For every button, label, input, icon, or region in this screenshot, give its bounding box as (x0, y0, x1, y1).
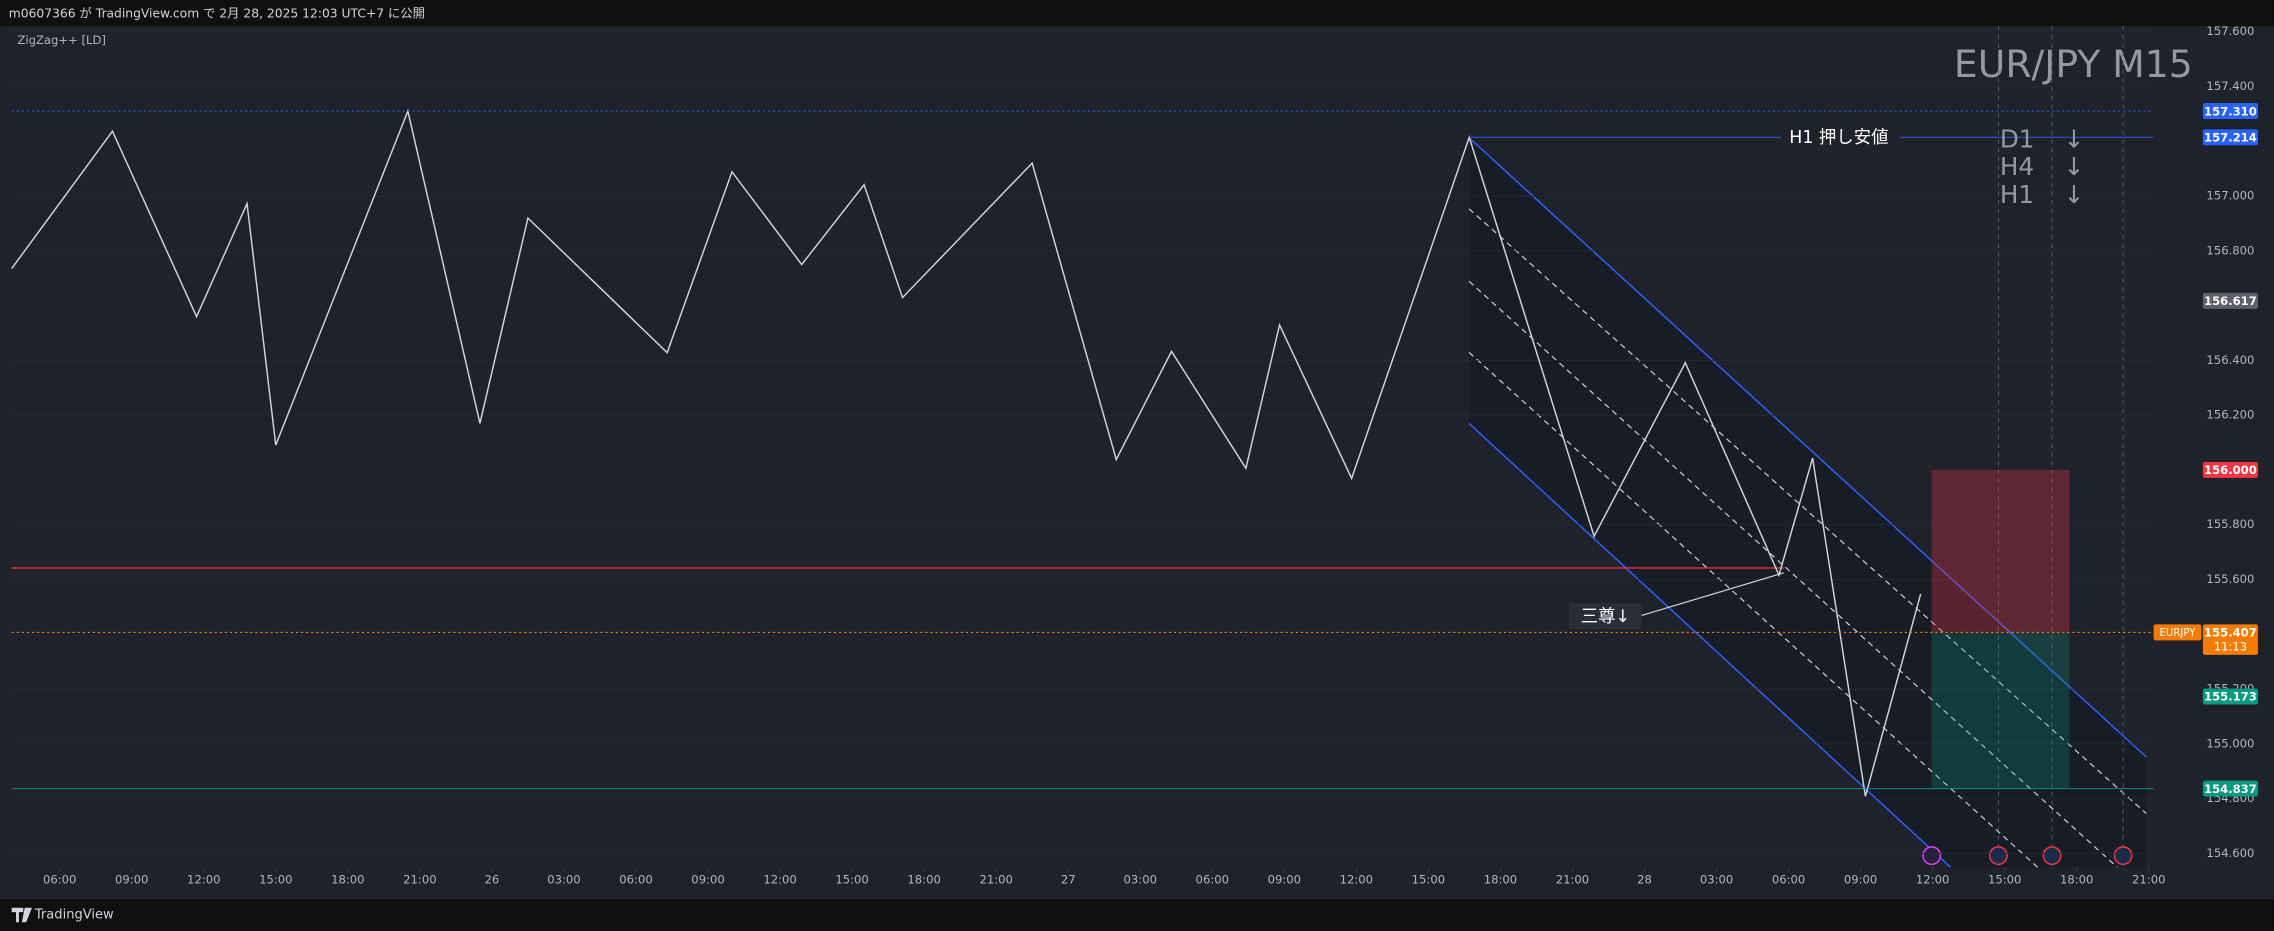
y-tick-label: 155.600 (2206, 572, 2254, 586)
x-tick-label: 18:00 (331, 873, 364, 887)
zigzag-line (11, 108, 1922, 797)
price-badge-label: 155.173 (2204, 690, 2257, 704)
trend-arrow: ↓ (2063, 180, 2084, 209)
symbol-tag (2153, 624, 2202, 641)
x-tick-label: 21:00 (2132, 873, 2165, 887)
x-tick-label: 03:00 (1124, 873, 1157, 887)
price-badge (2202, 103, 2258, 120)
x-tick-label: 12:00 (1340, 873, 1373, 887)
price-badge (2202, 624, 2258, 655)
x-tick-label: 27 (1061, 873, 1076, 887)
label-bg (1780, 126, 1900, 150)
brand: TradingView (34, 908, 114, 923)
y-tick-label: 156.200 (2206, 408, 2254, 422)
x-tick-label: 21:00 (403, 873, 436, 887)
pattern-pointer (1638, 572, 1784, 617)
x-tick-label: 06:00 (1772, 873, 1805, 887)
countdown: 11:13 (2214, 639, 2247, 653)
timeframe: D1 (2000, 125, 2035, 154)
price-badge-label: 156.617 (2204, 294, 2257, 308)
symbol-label: EURJPY (2160, 628, 2197, 639)
pattern-label: 三尊↓ (1581, 607, 1630, 627)
x-tick-label: 03:00 (547, 873, 580, 887)
price-badge (2202, 780, 2258, 797)
target-zone (1931, 632, 2070, 789)
price-badge (2202, 129, 2258, 146)
y-tick-label: 156.400 (2206, 353, 2254, 367)
x-tick-label: 06:00 (619, 873, 652, 887)
channel (1468, 137, 2147, 868)
indicator-name: ZigZag++ [LD] (17, 33, 105, 47)
price-badge-label: 154.837 (2204, 782, 2257, 796)
x-tick-label: 12:00 (1916, 873, 1949, 887)
x-tick-label: 18:00 (2060, 873, 2093, 887)
x-tick-label: 21:00 (1556, 873, 1589, 887)
x-tick-label: 15:00 (259, 873, 292, 887)
price-badge-label: 157.214 (2204, 131, 2257, 145)
price-badge (2202, 461, 2258, 478)
timeframe: H4 (2000, 152, 2034, 181)
y-tick-label: 157.600 (2206, 24, 2254, 38)
x-tick-label: 18:00 (907, 873, 940, 887)
x-tick-label: 28 (1637, 873, 1652, 887)
x-tick-label: 15:00 (1988, 873, 2021, 887)
trend-arrow: ↓ (2063, 125, 2084, 154)
support-label: H1 押し安値 (1789, 128, 1888, 148)
chart-title: EUR/JPY M15 (1954, 42, 2193, 86)
logo (11, 907, 32, 923)
future-markers (1922, 26, 2133, 868)
x-tick-label: 12:00 (187, 873, 220, 887)
trend-arrow: ↓ (2063, 152, 2084, 181)
publisher: m0607366 が TradingView.com で 2月 28, 2025… (9, 5, 425, 20)
x-tick-label: 06:00 (43, 873, 76, 887)
price-badge-label: 156.000 (2204, 463, 2257, 477)
x-tick-label: 15:00 (1412, 873, 1445, 887)
x-tick-label: 12:00 (763, 873, 796, 887)
x-tick-label: 09:00 (115, 873, 148, 887)
x-tick-label: 21:00 (979, 873, 1012, 887)
timeframe: H1 (2000, 180, 2034, 209)
x-tick-label: 15:00 (835, 873, 868, 887)
plot (11, 31, 2154, 872)
price-badge-label: 157.310 (2204, 104, 2257, 118)
x-tick-label: 06:00 (1196, 873, 1229, 887)
price-badge (2202, 688, 2258, 705)
y-tick-label: 154.600 (2206, 846, 2254, 860)
stop-zone (1931, 469, 2070, 633)
x-tick-label: 09:00 (1268, 873, 1301, 887)
price-badge (2202, 292, 2258, 309)
x-tick-label: 26 (485, 873, 500, 887)
x-tick-label: 18:00 (1484, 873, 1517, 887)
y-tick-label: 156.800 (2206, 243, 2254, 257)
y-tick-label: 155.000 (2206, 736, 2254, 750)
y-tick-label: 157.400 (2206, 79, 2254, 93)
x-tick-label: 09:00 (1844, 873, 1877, 887)
x-tick-label: 03:00 (1700, 873, 1733, 887)
y-tick-label: 157.000 (2206, 188, 2254, 202)
y-tick-label: 155.800 (2206, 517, 2254, 531)
x-tick-label: 09:00 (691, 873, 724, 887)
price-badge-label: 155.407 (2204, 626, 2257, 640)
pattern-box (1569, 603, 1642, 630)
